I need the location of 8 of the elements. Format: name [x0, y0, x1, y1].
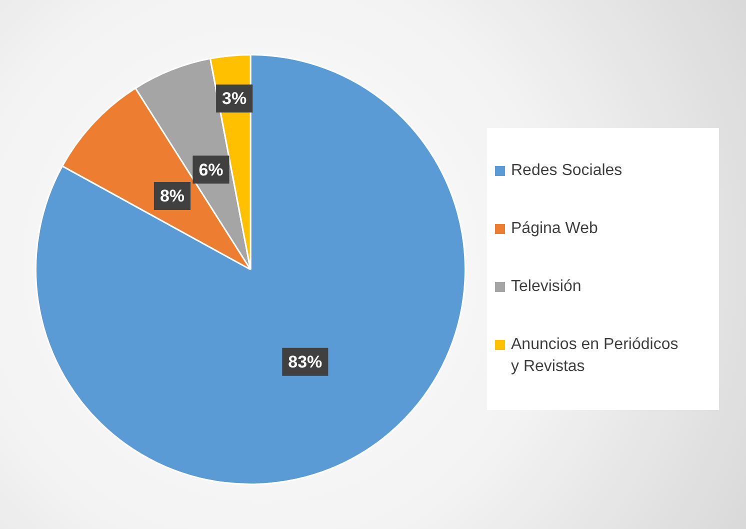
data-label: 83%: [288, 352, 322, 372]
data-label: 3%: [222, 89, 247, 108]
legend-label: Anuncios en Periódicos y Revistas: [511, 335, 680, 377]
legend-label: Televisión: [511, 277, 582, 297]
slice-label: Redes Sociales: [511, 161, 622, 181]
legend-label: Página Web: [511, 219, 598, 239]
data-label: 8%: [160, 186, 185, 206]
data-label: 6%: [198, 160, 224, 180]
